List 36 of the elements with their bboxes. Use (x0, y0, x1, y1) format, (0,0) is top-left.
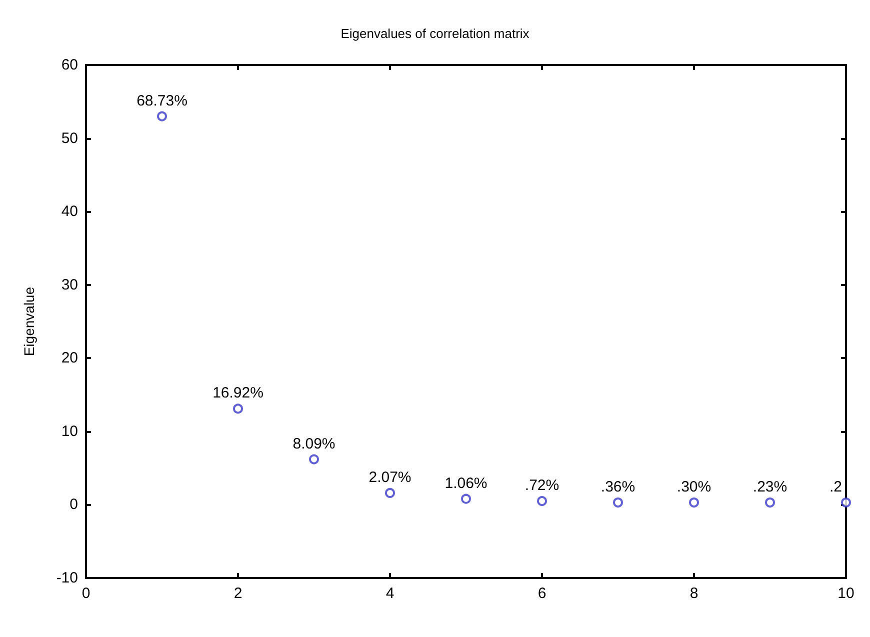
x-tick-label: 6 (538, 585, 546, 602)
x-tick-label: 8 (690, 585, 698, 602)
y-tick-label: 50 (61, 130, 78, 147)
x-tick-label: 4 (386, 585, 394, 602)
point (157, 111, 167, 122)
y-tick-label: 60 (61, 56, 78, 74)
annotation: 8.09% (292, 435, 336, 452)
y-tick-label: 40 (61, 203, 78, 220)
annotation: .36% (600, 478, 636, 496)
y-axis-title: Eigenvalue (21, 286, 37, 356)
chart-title: Eigenvalues of correlation matrix (340, 26, 530, 41)
point (537, 496, 547, 506)
y-tick-label: 10 (61, 422, 78, 440)
annotation: .23% (752, 478, 788, 496)
y-tick-label: 0 (70, 496, 78, 514)
y-tick-label: 30 (61, 276, 78, 294)
annotation: 2.07% (368, 468, 412, 486)
annotation: .30% (676, 478, 712, 496)
y-tick-label: -10 (56, 570, 78, 586)
point (233, 404, 243, 414)
point (385, 488, 395, 498)
point (461, 494, 471, 504)
annotation: 16.92% (212, 384, 264, 402)
annotation: 68.73% (136, 92, 188, 110)
point (613, 498, 623, 508)
point (689, 498, 699, 508)
annotation: 1.06% (444, 474, 488, 492)
x-tick-label: 0 (82, 585, 90, 602)
point (765, 498, 775, 508)
y-tick-label: 20 (61, 350, 78, 367)
annotation: .2 (829, 478, 842, 496)
point (309, 454, 319, 464)
point (841, 498, 851, 508)
annotation: .72% (524, 477, 560, 494)
x-tick-label: 2 (234, 585, 242, 602)
x-tick-label: 10 (838, 585, 854, 602)
